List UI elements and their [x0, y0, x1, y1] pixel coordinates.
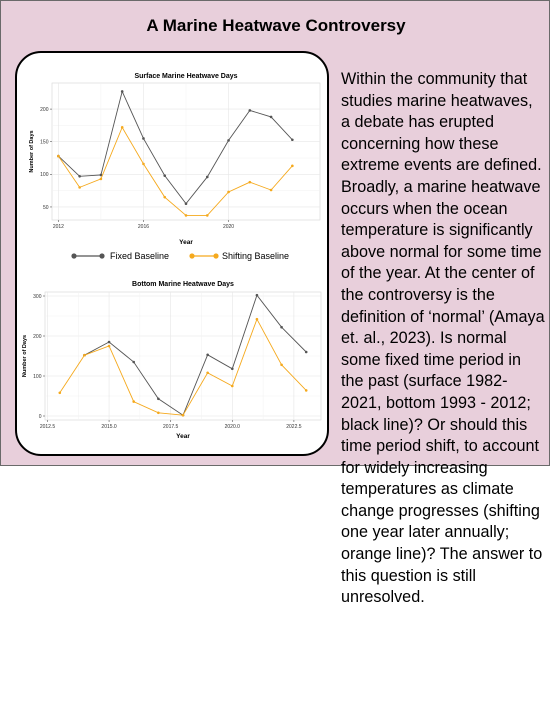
data-point-fixed	[304, 350, 308, 354]
y-tick-label: 200	[33, 334, 42, 340]
data-point-shifting	[163, 195, 167, 199]
data-point-shifting	[291, 164, 294, 168]
figure-card: Surface Marine Heatwave Days Year Number o…	[15, 51, 329, 456]
data-point-fixed	[280, 325, 283, 329]
data-point-fixed	[132, 360, 136, 364]
data-point-fixed	[248, 109, 252, 112]
data-point-shifting	[269, 188, 273, 192]
series-line-shifting	[58, 126, 293, 216]
legend-shifting-marker	[213, 253, 219, 259]
data-point-shifting	[107, 344, 111, 348]
data-point-fixed	[142, 137, 145, 140]
data-point-fixed	[78, 174, 81, 178]
x-tick-label: 2022.5	[286, 424, 302, 430]
figure-svg: Surface Marine Heatwave Days Year Number o…	[22, 73, 322, 440]
y-tick-label: 100	[40, 172, 49, 178]
data-point-fixed	[163, 174, 167, 177]
x-tick-label: 2020.0	[225, 424, 241, 430]
chart-title: Bottom Marine Heatwave Days	[132, 281, 234, 288]
series-line-fixed	[84, 294, 307, 416]
data-point-shifting	[57, 154, 60, 158]
data-point-shifting	[205, 214, 209, 217]
data-point-fixed	[230, 367, 234, 371]
data-point-fixed	[184, 202, 188, 205]
legend-shifting-label: Shifting Baseline	[222, 251, 289, 261]
data-point-shifting	[83, 353, 86, 357]
data-point-shifting	[132, 400, 136, 403]
data-point-fixed	[269, 115, 273, 119]
data-point-shifting	[206, 371, 209, 375]
x-tick-label: 2020	[223, 224, 234, 230]
y-axis-label: Number of Days	[22, 335, 28, 377]
data-point-fixed	[157, 397, 160, 401]
x-tick-label: 2015.0	[101, 424, 117, 430]
x-tick-label: 2012	[53, 224, 64, 230]
chart-title: Surface Marine Heatwave Days	[134, 73, 237, 80]
x-tick-label: 2017.5	[163, 424, 179, 430]
data-point-fixed	[206, 353, 209, 357]
y-tick-label: 150	[40, 140, 49, 146]
data-point-shifting	[142, 162, 145, 166]
page-title: A Marine Heatwave Controversy	[146, 16, 406, 35]
y-tick-label: 200	[40, 107, 49, 113]
data-point-shifting	[255, 317, 259, 321]
x-axis-label: Year	[179, 239, 193, 246]
y-tick-label: 0	[39, 414, 42, 420]
y-tick-label: 50	[43, 205, 49, 211]
legend-fixed-marker	[99, 253, 105, 259]
legend-fixed-marker	[71, 253, 77, 259]
data-point-shifting	[304, 389, 308, 392]
data-point-shifting	[120, 126, 124, 129]
data-point-fixed	[205, 175, 209, 179]
series-line-fixed	[58, 90, 293, 205]
data-point-shifting	[181, 413, 185, 417]
data-point-shifting	[99, 177, 103, 181]
data-point-shifting	[227, 190, 230, 194]
body-text: Within the community that studies marine…	[341, 70, 545, 607]
data-point-shifting	[280, 363, 283, 367]
data-point-fixed	[291, 138, 294, 142]
y-tick-label: 300	[33, 294, 42, 300]
legend-fixed-label: Fixed Baseline	[110, 251, 169, 261]
data-point-shifting	[230, 384, 234, 388]
x-axis-label: Year	[176, 433, 190, 440]
data-point-shifting	[58, 391, 62, 395]
data-point-fixed	[99, 173, 103, 177]
y-axis-label: Number of Days	[29, 130, 35, 172]
y-tick-label: 100	[33, 374, 42, 380]
data-point-shifting	[157, 411, 160, 415]
data-point-shifting	[78, 186, 81, 189]
data-point-fixed	[227, 139, 230, 142]
data-point-fixed	[255, 293, 259, 297]
data-point-fixed	[120, 90, 124, 93]
data-point-shifting	[184, 214, 188, 217]
data-point-shifting	[248, 180, 252, 184]
x-tick-label: 2016	[138, 224, 149, 230]
data-point-fixed	[107, 340, 111, 344]
legend-shifting-marker	[189, 253, 195, 259]
x-tick-label: 2012.5	[40, 424, 56, 430]
